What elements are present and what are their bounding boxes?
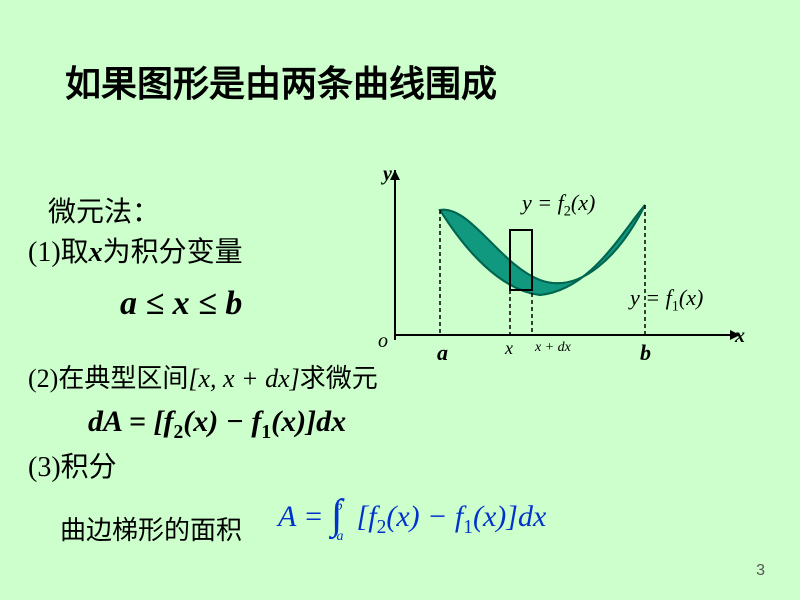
y-axis-label: y xyxy=(383,163,392,186)
dA-f1: f xyxy=(251,405,261,438)
int-lim-a: a xyxy=(337,529,344,544)
int-f1: f xyxy=(455,500,463,533)
step1-var: x xyxy=(89,237,103,268)
int-f1-sub: 1 xyxy=(463,517,473,538)
f1-prefix: y = f xyxy=(630,285,672,310)
step-1: (1)取x为积分变量 xyxy=(28,230,243,270)
int-body-r: (x)]dx xyxy=(473,500,546,533)
int-lim-b: b xyxy=(336,499,343,514)
int-f2-sub: 2 xyxy=(377,517,387,538)
method-label: 微元法： xyxy=(48,190,160,230)
int-body-l: [ xyxy=(357,500,369,533)
dA-formula: dA = [f2(x) − f1(x)]dx xyxy=(88,405,346,444)
a-tick: a xyxy=(437,340,448,366)
dA-right: (x)]dx xyxy=(271,405,346,438)
step2-interval: [x, x + dx] xyxy=(188,364,299,393)
dA-mid: (x) − xyxy=(183,405,251,438)
int-mid: (x) − xyxy=(386,500,455,533)
range-formula: a ≤ x ≤ b xyxy=(120,285,242,323)
int-f2: f xyxy=(368,500,376,533)
step-2: (2)在典型区间[x, x + dx]求微元 xyxy=(28,358,378,395)
f1-suffix: (x) xyxy=(679,285,703,310)
curves-diagram xyxy=(370,155,770,365)
b-tick: b xyxy=(640,340,651,366)
step1-prefix: (1)取 xyxy=(28,237,89,268)
y-eq-f1-label: y = f1(x) xyxy=(630,285,703,315)
f2-suffix: (x) xyxy=(571,190,595,215)
step1-suffix: 为积分变量 xyxy=(103,237,243,268)
dA-left: dA = [ xyxy=(88,405,163,438)
page-number: 3 xyxy=(756,562,765,580)
area-label: 曲边梯形的面积 xyxy=(60,510,242,547)
step2-prefix: (2)在典型区间 xyxy=(28,364,188,393)
int-left: A = xyxy=(278,500,331,533)
origin-label: o xyxy=(378,330,388,353)
dA-f2: f xyxy=(163,405,173,438)
y-eq-f2-label: y = f2(x) xyxy=(522,190,595,220)
integral-formula: A = ∫ab[f2(x) − f1(x)]dx xyxy=(278,495,546,543)
step-3: (3)积分 xyxy=(28,445,117,485)
dA-f1-sub: 1 xyxy=(261,422,271,443)
dA-f2-sub: 2 xyxy=(173,422,183,443)
f2-prefix: y = f xyxy=(522,190,564,215)
x-plus-dx: x + dx xyxy=(535,340,571,356)
f1-sub: 1 xyxy=(672,298,679,314)
x-axis-label: x xyxy=(735,325,745,348)
f2-sub: 2 xyxy=(564,203,571,219)
step2-suffix: 求微元 xyxy=(300,364,378,393)
slide-title: 如果图形是由两条曲线围成 xyxy=(65,55,497,107)
x-tick: x xyxy=(505,338,513,359)
